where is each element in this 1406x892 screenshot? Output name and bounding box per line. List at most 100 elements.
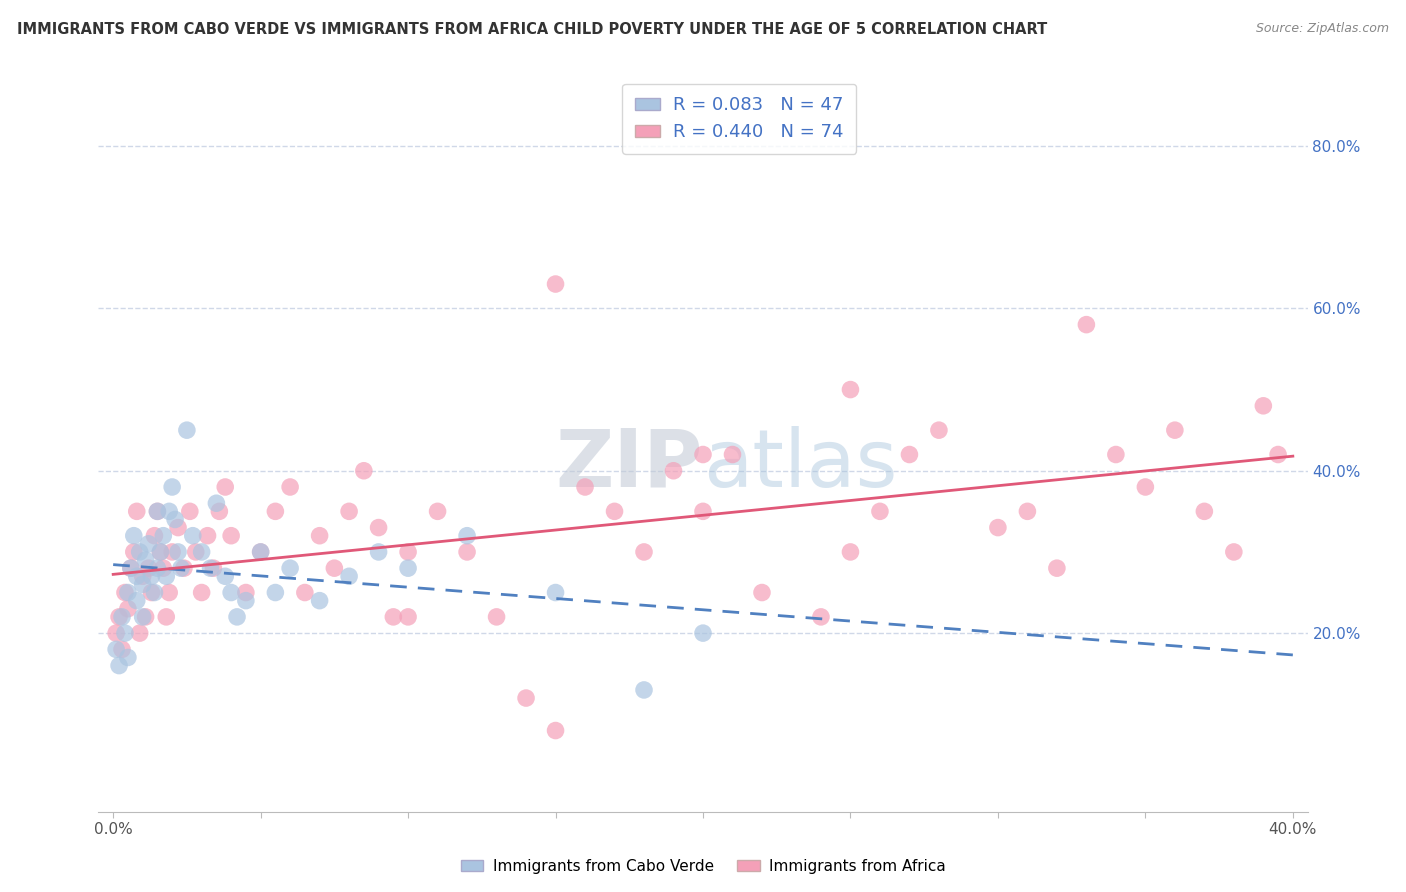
Point bbox=[249, 545, 271, 559]
Point bbox=[135, 553, 157, 567]
Point bbox=[353, 464, 375, 478]
Point bbox=[173, 561, 195, 575]
Point bbox=[128, 626, 150, 640]
Point bbox=[108, 658, 131, 673]
Point bbox=[692, 626, 714, 640]
Point bbox=[138, 537, 160, 551]
Point bbox=[249, 545, 271, 559]
Point bbox=[190, 545, 212, 559]
Point bbox=[152, 561, 174, 575]
Point bbox=[810, 610, 832, 624]
Legend: Immigrants from Cabo Verde, Immigrants from Africa: Immigrants from Cabo Verde, Immigrants f… bbox=[454, 853, 952, 880]
Point bbox=[214, 569, 236, 583]
Point bbox=[1046, 561, 1069, 575]
Point bbox=[219, 529, 242, 543]
Point bbox=[181, 529, 204, 543]
Point bbox=[114, 585, 136, 599]
Point bbox=[200, 561, 222, 575]
Point bbox=[928, 423, 950, 437]
Point bbox=[219, 585, 242, 599]
Point bbox=[138, 561, 160, 575]
Point bbox=[226, 610, 249, 624]
Point bbox=[544, 277, 567, 291]
Point bbox=[155, 610, 177, 624]
Point bbox=[143, 585, 166, 599]
Point bbox=[1164, 423, 1187, 437]
Point bbox=[337, 569, 360, 583]
Point bbox=[122, 545, 145, 559]
Point bbox=[662, 464, 685, 478]
Point bbox=[751, 585, 773, 599]
Point bbox=[278, 561, 301, 575]
Point bbox=[114, 626, 136, 640]
Point bbox=[131, 569, 153, 583]
Point bbox=[125, 504, 148, 518]
Point bbox=[108, 610, 131, 624]
Point bbox=[128, 545, 150, 559]
Point bbox=[1135, 480, 1157, 494]
Point bbox=[721, 448, 744, 462]
Point bbox=[131, 577, 153, 591]
Point bbox=[235, 585, 257, 599]
Point bbox=[633, 682, 655, 697]
Point bbox=[1223, 545, 1246, 559]
Point bbox=[152, 529, 174, 543]
Point bbox=[176, 423, 198, 437]
Point bbox=[146, 504, 169, 518]
Point bbox=[117, 650, 139, 665]
Point bbox=[120, 561, 142, 575]
Point bbox=[278, 480, 301, 494]
Point bbox=[143, 529, 166, 543]
Point bbox=[515, 691, 537, 706]
Point bbox=[544, 585, 567, 599]
Point bbox=[485, 610, 508, 624]
Point bbox=[633, 545, 655, 559]
Point bbox=[294, 585, 316, 599]
Point bbox=[125, 593, 148, 607]
Point bbox=[167, 545, 190, 559]
Point bbox=[214, 480, 236, 494]
Point bbox=[131, 610, 153, 624]
Point bbox=[122, 529, 145, 543]
Point bbox=[1105, 448, 1128, 462]
Point bbox=[111, 642, 134, 657]
Point bbox=[111, 610, 134, 624]
Point bbox=[184, 545, 207, 559]
Point bbox=[105, 642, 128, 657]
Point bbox=[149, 545, 172, 559]
Point bbox=[396, 561, 419, 575]
Point bbox=[160, 545, 183, 559]
Point bbox=[125, 569, 148, 583]
Point bbox=[1017, 504, 1039, 518]
Text: Source: ZipAtlas.com: Source: ZipAtlas.com bbox=[1256, 22, 1389, 36]
Point bbox=[574, 480, 596, 494]
Point bbox=[202, 561, 225, 575]
Point bbox=[160, 480, 183, 494]
Point bbox=[839, 545, 862, 559]
Point bbox=[117, 601, 139, 615]
Point bbox=[367, 545, 389, 559]
Text: ZIP: ZIP bbox=[555, 425, 703, 504]
Point bbox=[146, 504, 169, 518]
Text: atlas: atlas bbox=[703, 425, 897, 504]
Point bbox=[170, 561, 193, 575]
Point bbox=[1076, 318, 1098, 332]
Point bbox=[146, 561, 169, 575]
Point bbox=[157, 504, 180, 518]
Point bbox=[264, 504, 287, 518]
Point bbox=[869, 504, 891, 518]
Point bbox=[157, 585, 180, 599]
Point bbox=[396, 545, 419, 559]
Point bbox=[426, 504, 449, 518]
Point bbox=[396, 610, 419, 624]
Point bbox=[120, 561, 142, 575]
Point bbox=[264, 585, 287, 599]
Point bbox=[1194, 504, 1216, 518]
Point bbox=[692, 504, 714, 518]
Point bbox=[190, 585, 212, 599]
Point bbox=[165, 512, 187, 526]
Point bbox=[197, 529, 219, 543]
Point bbox=[1253, 399, 1275, 413]
Point bbox=[456, 529, 478, 543]
Point bbox=[898, 448, 921, 462]
